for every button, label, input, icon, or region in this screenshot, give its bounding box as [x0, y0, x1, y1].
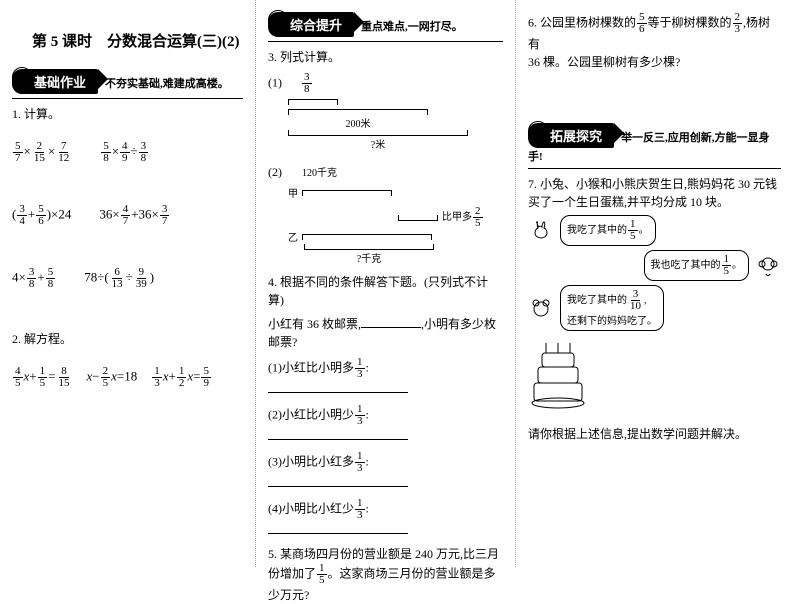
q4-1: (1)小红比小明多13: — [268, 357, 503, 398]
badge-extend: ✧ 拓展探究 举一反三,应用创新,方能一显身手! — [528, 123, 781, 164]
bubble-3: 我吃了其中的310,还剩下的妈妈吃了。 — [560, 285, 664, 331]
q5: 5. 某商场四月份的营业额是 240 万元,比三月份增加了15。这家商场三月份的… — [268, 545, 503, 604]
d2-jia: 甲 — [288, 185, 298, 200]
diagram-1: 200米 ?米 — [288, 99, 503, 151]
bubble-2: 我也吃了其中的15。 — [644, 250, 750, 281]
expr-2b: 36×47+36×37 — [99, 204, 170, 227]
bubble-1: 我吃了其中的15。 — [560, 215, 656, 246]
d2-yi: 乙 — [288, 229, 298, 244]
q7-2: 请你根据上述信息,提出数学问题并解决。 — [528, 425, 781, 443]
expr-4b: x−25x=18 — [86, 366, 137, 389]
d1-num: (1) 38 — [268, 72, 503, 95]
cake-icon — [528, 341, 781, 415]
expr-row-3: 4×38+58 78÷(613÷939) — [12, 267, 243, 290]
q4-4: (4)小明比小红少13: — [268, 498, 503, 539]
q6: 6. 公园里杨树棵数的56等于柳树棵数的23,杨树有36 棵。公园里柳树有多少棵… — [528, 12, 781, 71]
expr-1b: 58×49÷38 — [100, 141, 149, 164]
row-monkey: 我也吃了其中的15。 — [528, 250, 781, 281]
expr-row-4: 45x+15=815 x−25x=18 13x+12x=59 — [12, 366, 243, 389]
d1-bot: ?米 — [288, 136, 468, 151]
badge-comprehensive: ✿ 综合提升 重点难点,一网打尽。 — [268, 12, 463, 37]
d2-note: 比甲多25 — [442, 206, 484, 229]
column-3: 6. 公园里杨树棵数的56等于柳树棵数的23,杨树有36 棵。公园里柳树有多少棵… — [515, 0, 793, 567]
q4-line: 小红有 36 枚邮票,,小明有多少枚邮票? — [268, 315, 503, 351]
badge-basic-sub: 不夯实基础,难建成高楼。 — [105, 78, 229, 90]
q4-3: (3)小明比小红多13: — [268, 451, 503, 492]
badge-basic-label: 基础作业 — [12, 69, 98, 94]
badge-ext-label: 拓展探究 — [528, 123, 614, 148]
lesson-title: 第 5 课时 分数混合运算(三)(2) — [32, 30, 243, 51]
expr-3a: 4×38+58 — [12, 267, 56, 290]
row-bear: 我吃了其中的310,还剩下的妈妈吃了。 — [528, 285, 781, 331]
rabbit-icon — [528, 218, 554, 244]
divider — [528, 168, 781, 169]
expr-4a: 45x+15=815 — [12, 366, 72, 389]
expr-4c: 13x+12x=59 — [151, 366, 212, 389]
d2-num: (2) 120千克 — [268, 163, 503, 181]
badge-basic: ✎ 基础作业 不夯实基础,难建成高楼。 — [12, 69, 229, 94]
diagram-2: 甲 比甲多25 乙 ?千克 — [288, 185, 503, 265]
badge-comp-label: 综合提升 — [268, 12, 354, 37]
monkey-icon — [755, 253, 781, 279]
q4-2: (2)小红比小明少13: — [268, 404, 503, 445]
column-1: 第 5 课时 分数混合运算(三)(2) ✎ 基础作业 不夯实基础,难建成高楼。 … — [0, 0, 255, 567]
column-2: ✿ 综合提升 重点难点,一网打尽。 3. 列式计算。 (1) 38 200米 ?… — [255, 0, 515, 567]
expr-row-1: 57×215×712 58×49÷38 — [12, 141, 243, 164]
q7-1: 7. 小兔、小猴和小熊庆贺生日,熊妈妈花 30 元钱买了一个生日蛋糕,并平均分成… — [528, 175, 781, 211]
expr-3b: 78÷(613÷939) — [84, 267, 154, 290]
badge-comp-sub: 重点难点,一网打尽。 — [361, 21, 463, 33]
divider — [268, 41, 503, 42]
expr-2a: (34+56)×24 — [12, 204, 71, 227]
expr-1a: 57×215×712 — [12, 141, 72, 164]
divider — [12, 98, 243, 99]
expr-row-2: (34+56)×24 36×47+36×37 — [12, 204, 243, 227]
q4-label: 4. 根据不同的条件解答下题。(只列式不计算) — [268, 273, 503, 309]
q1-label: 1. 计算。 — [12, 105, 243, 123]
row-rabbit: 我吃了其中的15。 — [528, 215, 781, 246]
d1-mid: 200米 — [288, 115, 428, 130]
bear-icon — [528, 295, 554, 321]
q2-label: 2. 解方程。 — [12, 330, 243, 348]
d2-bot: ?千克 — [304, 250, 434, 265]
q3-label: 3. 列式计算。 — [268, 48, 503, 66]
